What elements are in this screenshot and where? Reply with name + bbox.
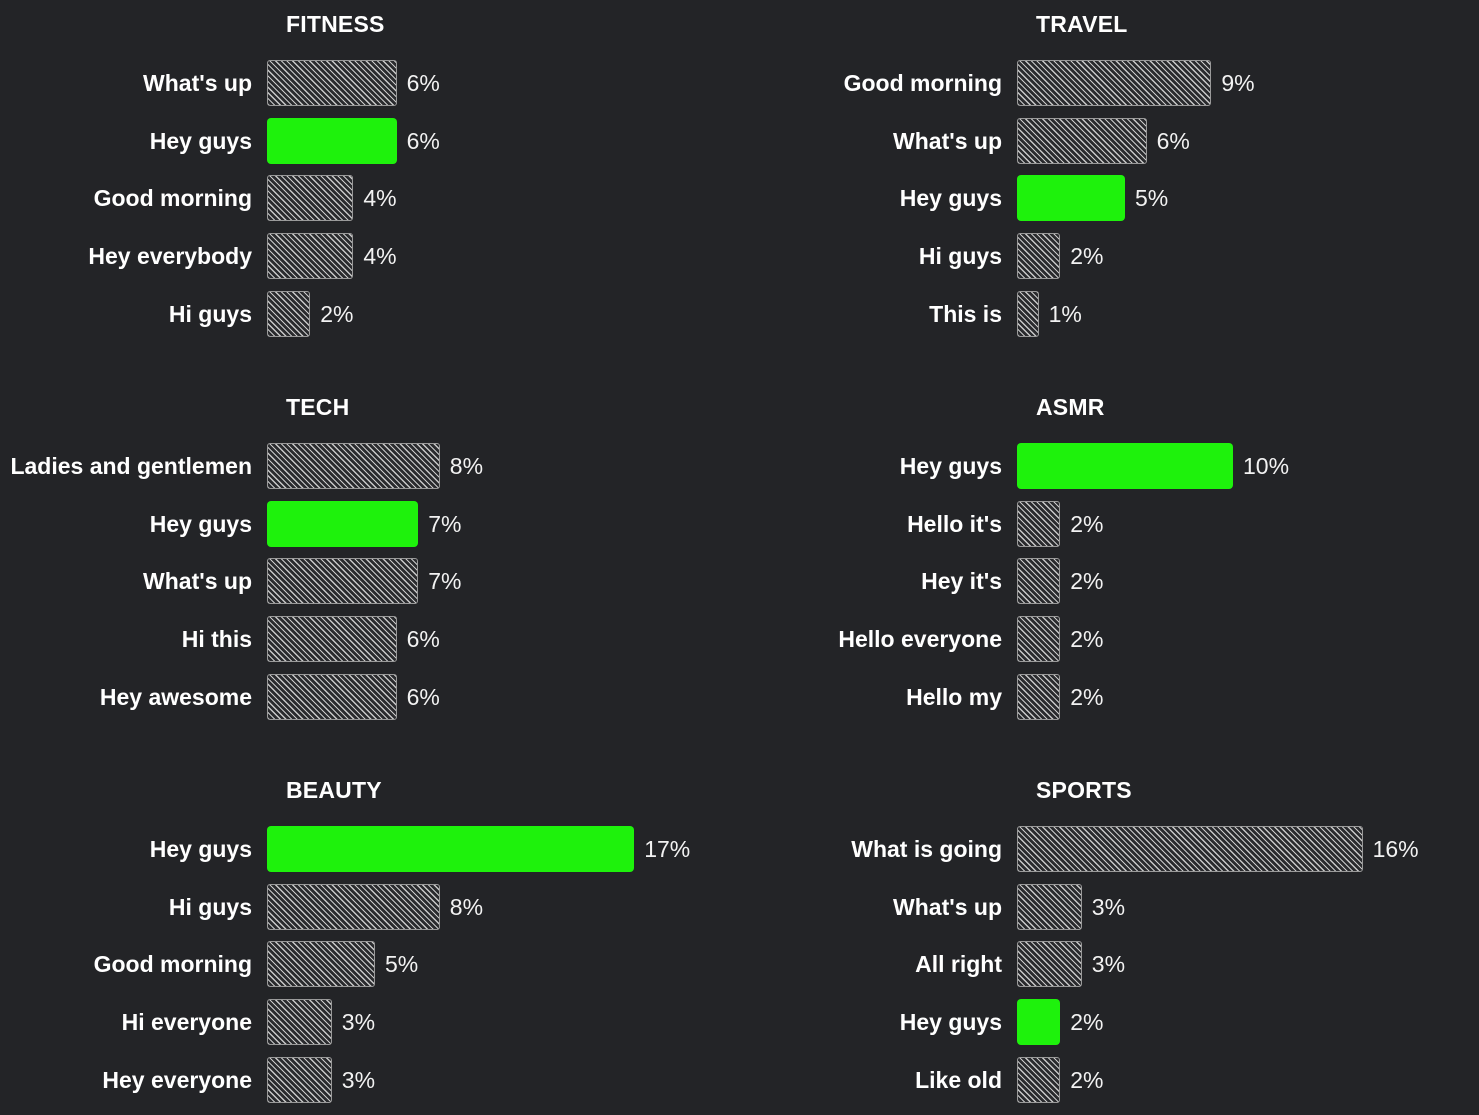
bar bbox=[1017, 999, 1061, 1046]
value-label: 1% bbox=[1048, 300, 1082, 327]
value-label: 2% bbox=[1070, 626, 1104, 653]
chart-title: SPORTS bbox=[1036, 777, 1132, 803]
bar bbox=[267, 443, 440, 489]
category-label: What's up bbox=[143, 70, 252, 96]
bar bbox=[267, 233, 354, 280]
bar bbox=[267, 616, 397, 663]
category-label: Hey everybody bbox=[88, 243, 252, 270]
value-label: 3% bbox=[1091, 951, 1126, 978]
bar bbox=[1017, 60, 1212, 106]
category-label: Hello it's bbox=[907, 510, 1002, 537]
value-label: 4% bbox=[363, 185, 397, 212]
category-label: What's up bbox=[893, 893, 1002, 920]
value-label: 2% bbox=[1070, 1009, 1104, 1036]
bar bbox=[267, 1056, 332, 1103]
value-label: 7% bbox=[428, 568, 462, 595]
bar bbox=[1017, 883, 1082, 930]
bar bbox=[267, 941, 375, 988]
bar bbox=[267, 500, 419, 547]
category-label: Good morning bbox=[93, 951, 252, 978]
bar bbox=[1017, 1056, 1061, 1103]
bar bbox=[267, 999, 332, 1046]
category-label: Hi everyone bbox=[121, 1009, 252, 1036]
value-label: 2% bbox=[1070, 510, 1104, 537]
value-label: 6% bbox=[406, 683, 440, 710]
bar bbox=[1017, 941, 1082, 988]
category-label: Like old bbox=[915, 1066, 1002, 1093]
category-label: Hi guys bbox=[918, 243, 1002, 270]
value-label: 16% bbox=[1372, 836, 1419, 862]
chart-title: TRAVEL bbox=[1036, 11, 1128, 37]
category-label: Hello everyone bbox=[838, 626, 1002, 653]
value-label: 3% bbox=[341, 1066, 376, 1093]
bar bbox=[267, 290, 311, 337]
category-label: Hey it's bbox=[921, 568, 1002, 595]
value-label: 8% bbox=[449, 453, 484, 479]
category-label: Hi guys bbox=[168, 893, 252, 920]
bar bbox=[1017, 826, 1363, 872]
bar bbox=[267, 673, 397, 720]
category-label: This is bbox=[929, 300, 1002, 327]
category-label: Ladies and gentlemen bbox=[10, 453, 252, 479]
category-label: Hey guys bbox=[899, 1009, 1002, 1036]
category-label: Good morning bbox=[843, 70, 1002, 96]
category-label: Good morning bbox=[93, 185, 252, 212]
bar bbox=[267, 117, 397, 164]
category-label: Hi this bbox=[181, 626, 252, 653]
bar bbox=[1017, 175, 1125, 222]
category-label: Hey guys bbox=[149, 127, 252, 154]
chart-title: TECH bbox=[286, 394, 350, 420]
value-label: 7% bbox=[428, 510, 462, 537]
value-label: 3% bbox=[341, 1009, 376, 1036]
category-label: Hi guys bbox=[168, 300, 252, 327]
category-label: Hello my bbox=[906, 683, 1002, 710]
bar bbox=[1017, 673, 1061, 720]
value-label: 4% bbox=[363, 243, 397, 270]
value-label: 2% bbox=[1070, 568, 1104, 595]
value-label: 3% bbox=[1091, 893, 1126, 920]
category-label: All right bbox=[915, 951, 1002, 978]
chart-title: BEAUTY bbox=[286, 777, 382, 803]
category-label: Hey awesome bbox=[99, 683, 252, 710]
category-label: Hey everyone bbox=[102, 1066, 252, 1093]
bar bbox=[267, 558, 419, 605]
value-label: 17% bbox=[644, 836, 691, 862]
value-label: 2% bbox=[1070, 1066, 1104, 1093]
value-label: 2% bbox=[1070, 683, 1104, 710]
bar bbox=[1017, 558, 1061, 605]
category-label: What's up bbox=[893, 127, 1002, 154]
value-label: 6% bbox=[406, 626, 440, 653]
bar bbox=[1017, 117, 1147, 164]
value-label: 8% bbox=[449, 893, 484, 920]
category-label: What is going bbox=[851, 836, 1002, 862]
value-label: 2% bbox=[1070, 243, 1104, 270]
category-label: Hey guys bbox=[899, 453, 1002, 479]
bar bbox=[1017, 616, 1061, 663]
chart-title: ASMR bbox=[1036, 394, 1105, 420]
bar bbox=[1017, 290, 1039, 337]
bar bbox=[1017, 443, 1233, 489]
value-label: 10% bbox=[1243, 453, 1290, 479]
bar bbox=[267, 175, 354, 222]
bar bbox=[267, 60, 397, 106]
value-label: 6% bbox=[1156, 127, 1190, 154]
value-label: 6% bbox=[406, 70, 440, 96]
chart-title: FITNESS bbox=[286, 11, 385, 37]
value-label: 2% bbox=[320, 300, 354, 327]
value-label: 5% bbox=[385, 951, 419, 978]
value-label: 9% bbox=[1221, 70, 1255, 96]
bar bbox=[1017, 233, 1061, 280]
bar bbox=[1017, 500, 1061, 547]
category-label: Hey guys bbox=[899, 185, 1002, 212]
category-label: Hey guys bbox=[149, 836, 252, 862]
bar bbox=[267, 826, 635, 872]
category-label: Hey guys bbox=[149, 510, 252, 537]
value-label: 6% bbox=[406, 127, 440, 154]
value-label: 5% bbox=[1135, 185, 1169, 212]
category-label: What's up bbox=[143, 568, 252, 595]
bar bbox=[267, 883, 440, 930]
